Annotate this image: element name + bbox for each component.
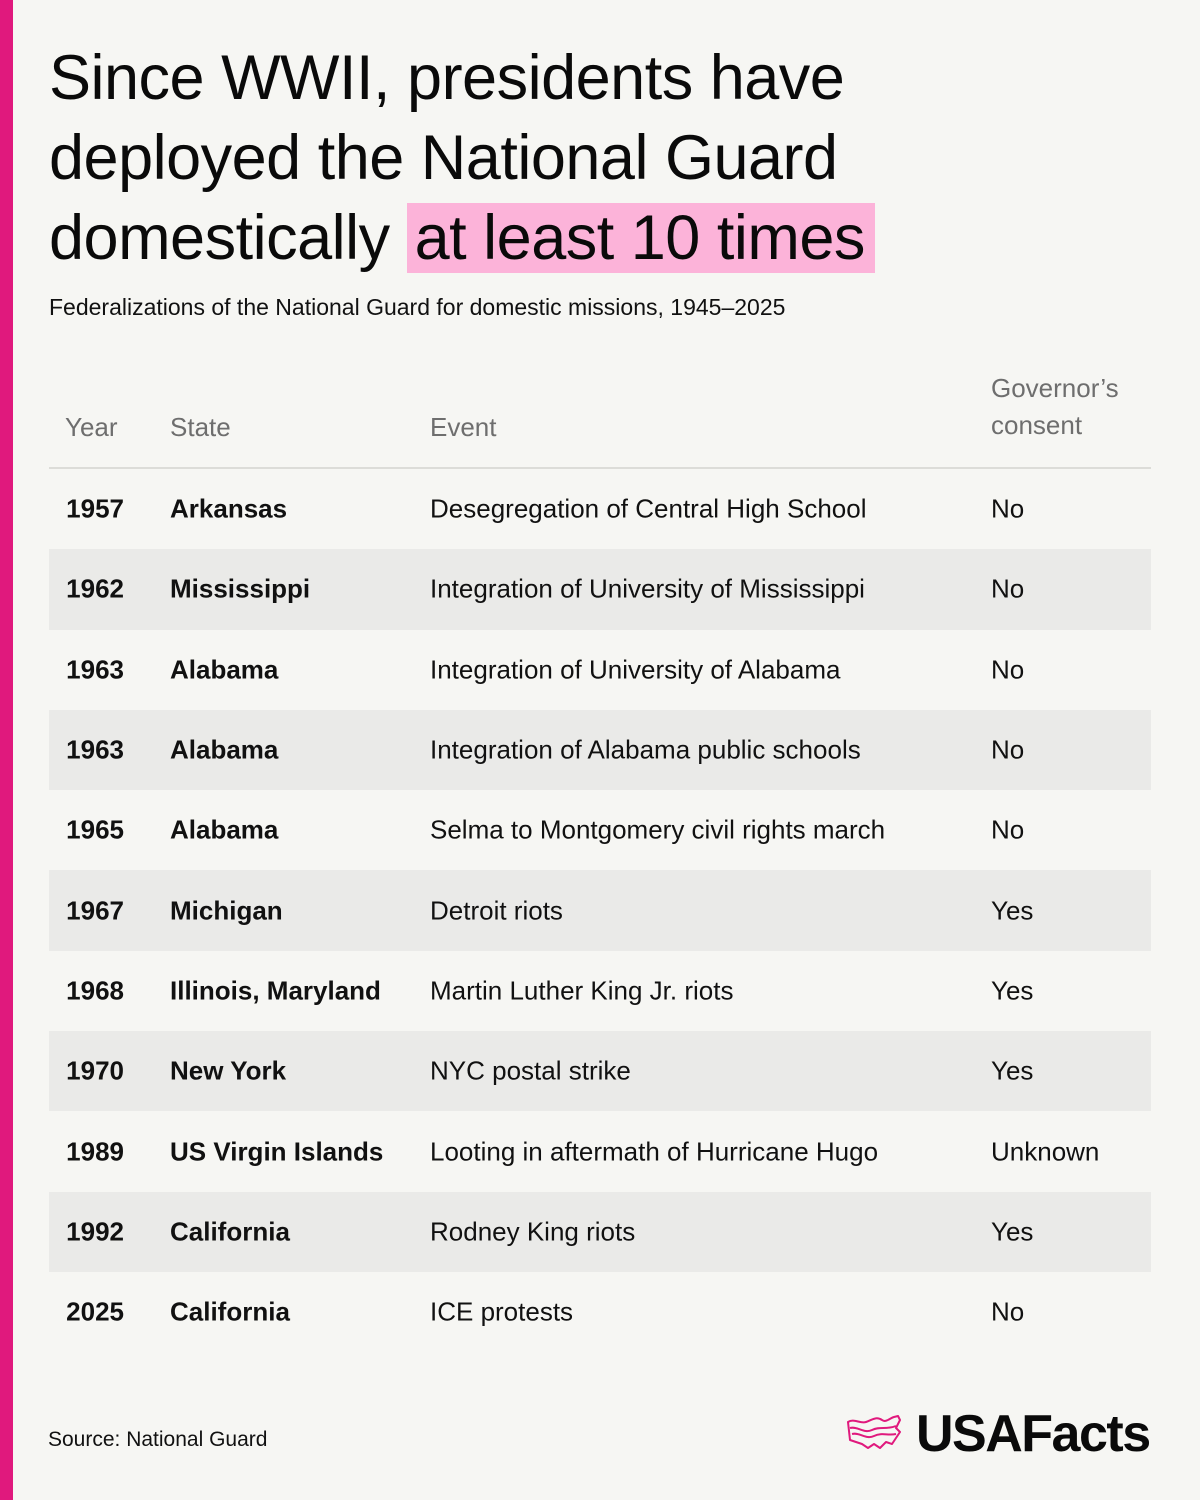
table-row: 1967 Michigan Detroit riots Yes — [49, 870, 1151, 951]
year-cell: 1962 — [66, 573, 124, 604]
state-cell: Michigan — [170, 895, 283, 926]
state-cell: Alabama — [170, 734, 279, 765]
state-cell: Alabama — [170, 814, 279, 845]
title-highlight: at least 10 times — [406, 203, 875, 273]
consent-cell: Yes — [991, 1055, 1034, 1086]
year-cell: 1963 — [66, 734, 124, 765]
consent-cell: No — [991, 573, 1025, 604]
table-row: 1989 US Virgin Islands Looting in aftermat… — [49, 1111, 1151, 1191]
state-cell: Alabama — [170, 654, 279, 685]
table-row: 1963 Alabama Integration of University of … — [49, 630, 1151, 710]
event-cell: NYC postal strike — [430, 1055, 631, 1086]
table-row: 1965 Alabama Selma to Montgomery civil rig… — [49, 790, 1151, 870]
deployments-table: Year State Event Governor’s consent 1957 A… — [49, 360, 1151, 1352]
state-cell: New York — [170, 1055, 287, 1086]
column-header-state: State — [170, 412, 231, 442]
event-cell: ICE protests — [430, 1296, 574, 1327]
event-cell: Integration of Alabama public schools — [430, 734, 861, 765]
consent-cell: Yes — [991, 1216, 1034, 1247]
year-cell: 1970 — [66, 1055, 124, 1086]
page-title: Since WWII, presidents have deployed the… — [49, 38, 1049, 278]
column-header-event: Event — [430, 412, 497, 442]
consent-cell: Unknown — [991, 1136, 1100, 1167]
year-cell: 1968 — [66, 975, 124, 1006]
event-cell: Integration of University of Alabama — [430, 654, 841, 685]
state-cell: California — [170, 1216, 290, 1247]
title-main: Since WWII, presidents have deployed the… — [49, 43, 845, 273]
year-cell: 2025 — [66, 1296, 124, 1327]
table-row: 1970 New York NYC postal strike Yes — [49, 1031, 1151, 1112]
logo-text: USAFacts — [916, 1405, 1151, 1463]
event-cell: Rodney King riots — [430, 1216, 636, 1247]
event-cell: Detroit riots — [430, 895, 563, 926]
subtitle: Federalizations of the National Guard fo… — [49, 294, 786, 320]
state-cell: US Virgin Islands — [170, 1136, 384, 1167]
accent-bar — [0, 0, 13, 1500]
year-cell: 1965 — [66, 814, 124, 845]
usafacts-logo: USAFacts — [846, 1404, 1151, 1464]
table-body: 1957 Arkansas Desegregation of Central Hig… — [49, 469, 1151, 1352]
column-header-year: Year — [65, 412, 118, 442]
year-cell: 1957 — [66, 493, 124, 524]
consent-cell: Yes — [991, 975, 1034, 1006]
source-note: Source: National Guard — [48, 1428, 268, 1451]
table-row: 1963 Alabama Integration of Alabama public… — [49, 709, 1151, 791]
event-cell: Martin Luther King Jr. riots — [430, 975, 734, 1006]
column-header-consent: Governor’s consent — [991, 373, 1119, 440]
event-cell: Desegregation of Central High School — [430, 493, 867, 524]
year-cell: 1989 — [66, 1136, 124, 1167]
year-cell: 1967 — [66, 895, 124, 926]
year-cell: 1992 — [66, 1216, 124, 1247]
consent-cell: No — [991, 814, 1025, 845]
table-row: 2025 California ICE protests No — [49, 1272, 1151, 1352]
consent-cell: No — [991, 654, 1025, 685]
year-cell: 1963 — [66, 654, 124, 685]
consent-cell: No — [991, 1296, 1025, 1327]
table-header: Year State Event Governor’s consent — [49, 360, 1151, 469]
consent-cell: Yes — [991, 895, 1034, 926]
table-row: 1968 Illinois, Maryland Martin Luther King… — [49, 951, 1151, 1031]
state-cell: California — [170, 1296, 290, 1327]
table-row: 1992 California Rodney King riots Yes — [49, 1191, 1151, 1272]
state-cell: Illinois, Maryland — [170, 975, 381, 1006]
consent-cell: No — [991, 493, 1025, 524]
table-row: 1962 Mississippi Integration of University… — [49, 549, 1151, 630]
consent-cell: No — [991, 734, 1025, 765]
event-cell: Selma to Montgomery civil rights march — [430, 814, 886, 845]
event-cell: Integration of University of Mississippi — [430, 573, 865, 604]
event-cell: Looting in aftermath of Hurricane Hugo — [430, 1136, 879, 1167]
us-map-flag-icon — [847, 1415, 901, 1449]
state-cell: Mississippi — [170, 573, 311, 604]
table-row: 1957 Arkansas Desegregation of Central Hig… — [49, 469, 1151, 549]
state-cell: Arkansas — [170, 493, 288, 524]
